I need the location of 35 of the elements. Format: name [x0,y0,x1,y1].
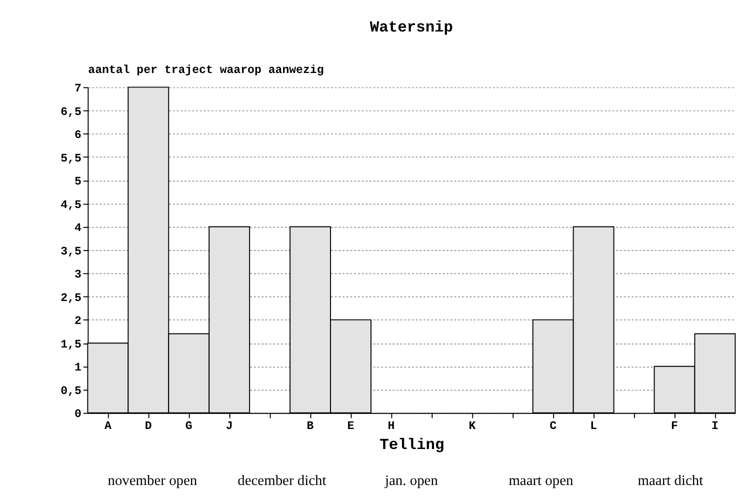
y-tick-label: 4,5 [60,198,82,212]
x-tick-label: E [347,420,354,433]
y-tick-label: 5 [74,176,82,189]
y-tick-label: 6,5 [60,106,82,119]
y-tick-label: 7 [74,82,82,96]
text: december dicht [238,473,326,490]
y-tick-label: 1 [74,362,82,375]
x-axis-title: Telling [380,436,444,454]
text: maart dicht [638,473,704,490]
y-tick-label: 2 [74,315,82,328]
y-tick-label: 3 [74,268,82,282]
y-tick-label: 1,5 [60,338,82,352]
y-tick-label: 2,5 [60,292,82,305]
x-tick-label: B [306,420,314,433]
text: maart open [508,473,574,490]
y-tick-label: 6 [74,129,82,142]
y-tick-label: 0,5 [60,384,82,398]
text: jan. open [384,473,438,490]
y-tick-label: 4 [74,222,82,236]
x-tick-label: H [388,420,395,433]
chart-title: Watersnip [370,18,454,36]
text: november open [108,473,198,490]
y-tick-label: 3,5 [60,245,82,258]
x-tick-label: A [104,420,112,433]
x-tick-label: C [550,420,557,433]
x-tick-label: D [144,420,152,433]
x-tick-label: L [590,420,598,433]
y-tick-label: 0 [74,408,82,422]
x-tick-label: K [468,420,476,433]
x-tick-label: G [185,420,192,433]
x-tick-label: F [671,420,678,433]
x-tick-label: I [712,420,719,433]
x-tick-label: J [226,420,233,433]
y-tick-label: 5,5 [60,152,82,166]
y-axis-title: aantal per traject waarop aanwezig [88,64,324,78]
